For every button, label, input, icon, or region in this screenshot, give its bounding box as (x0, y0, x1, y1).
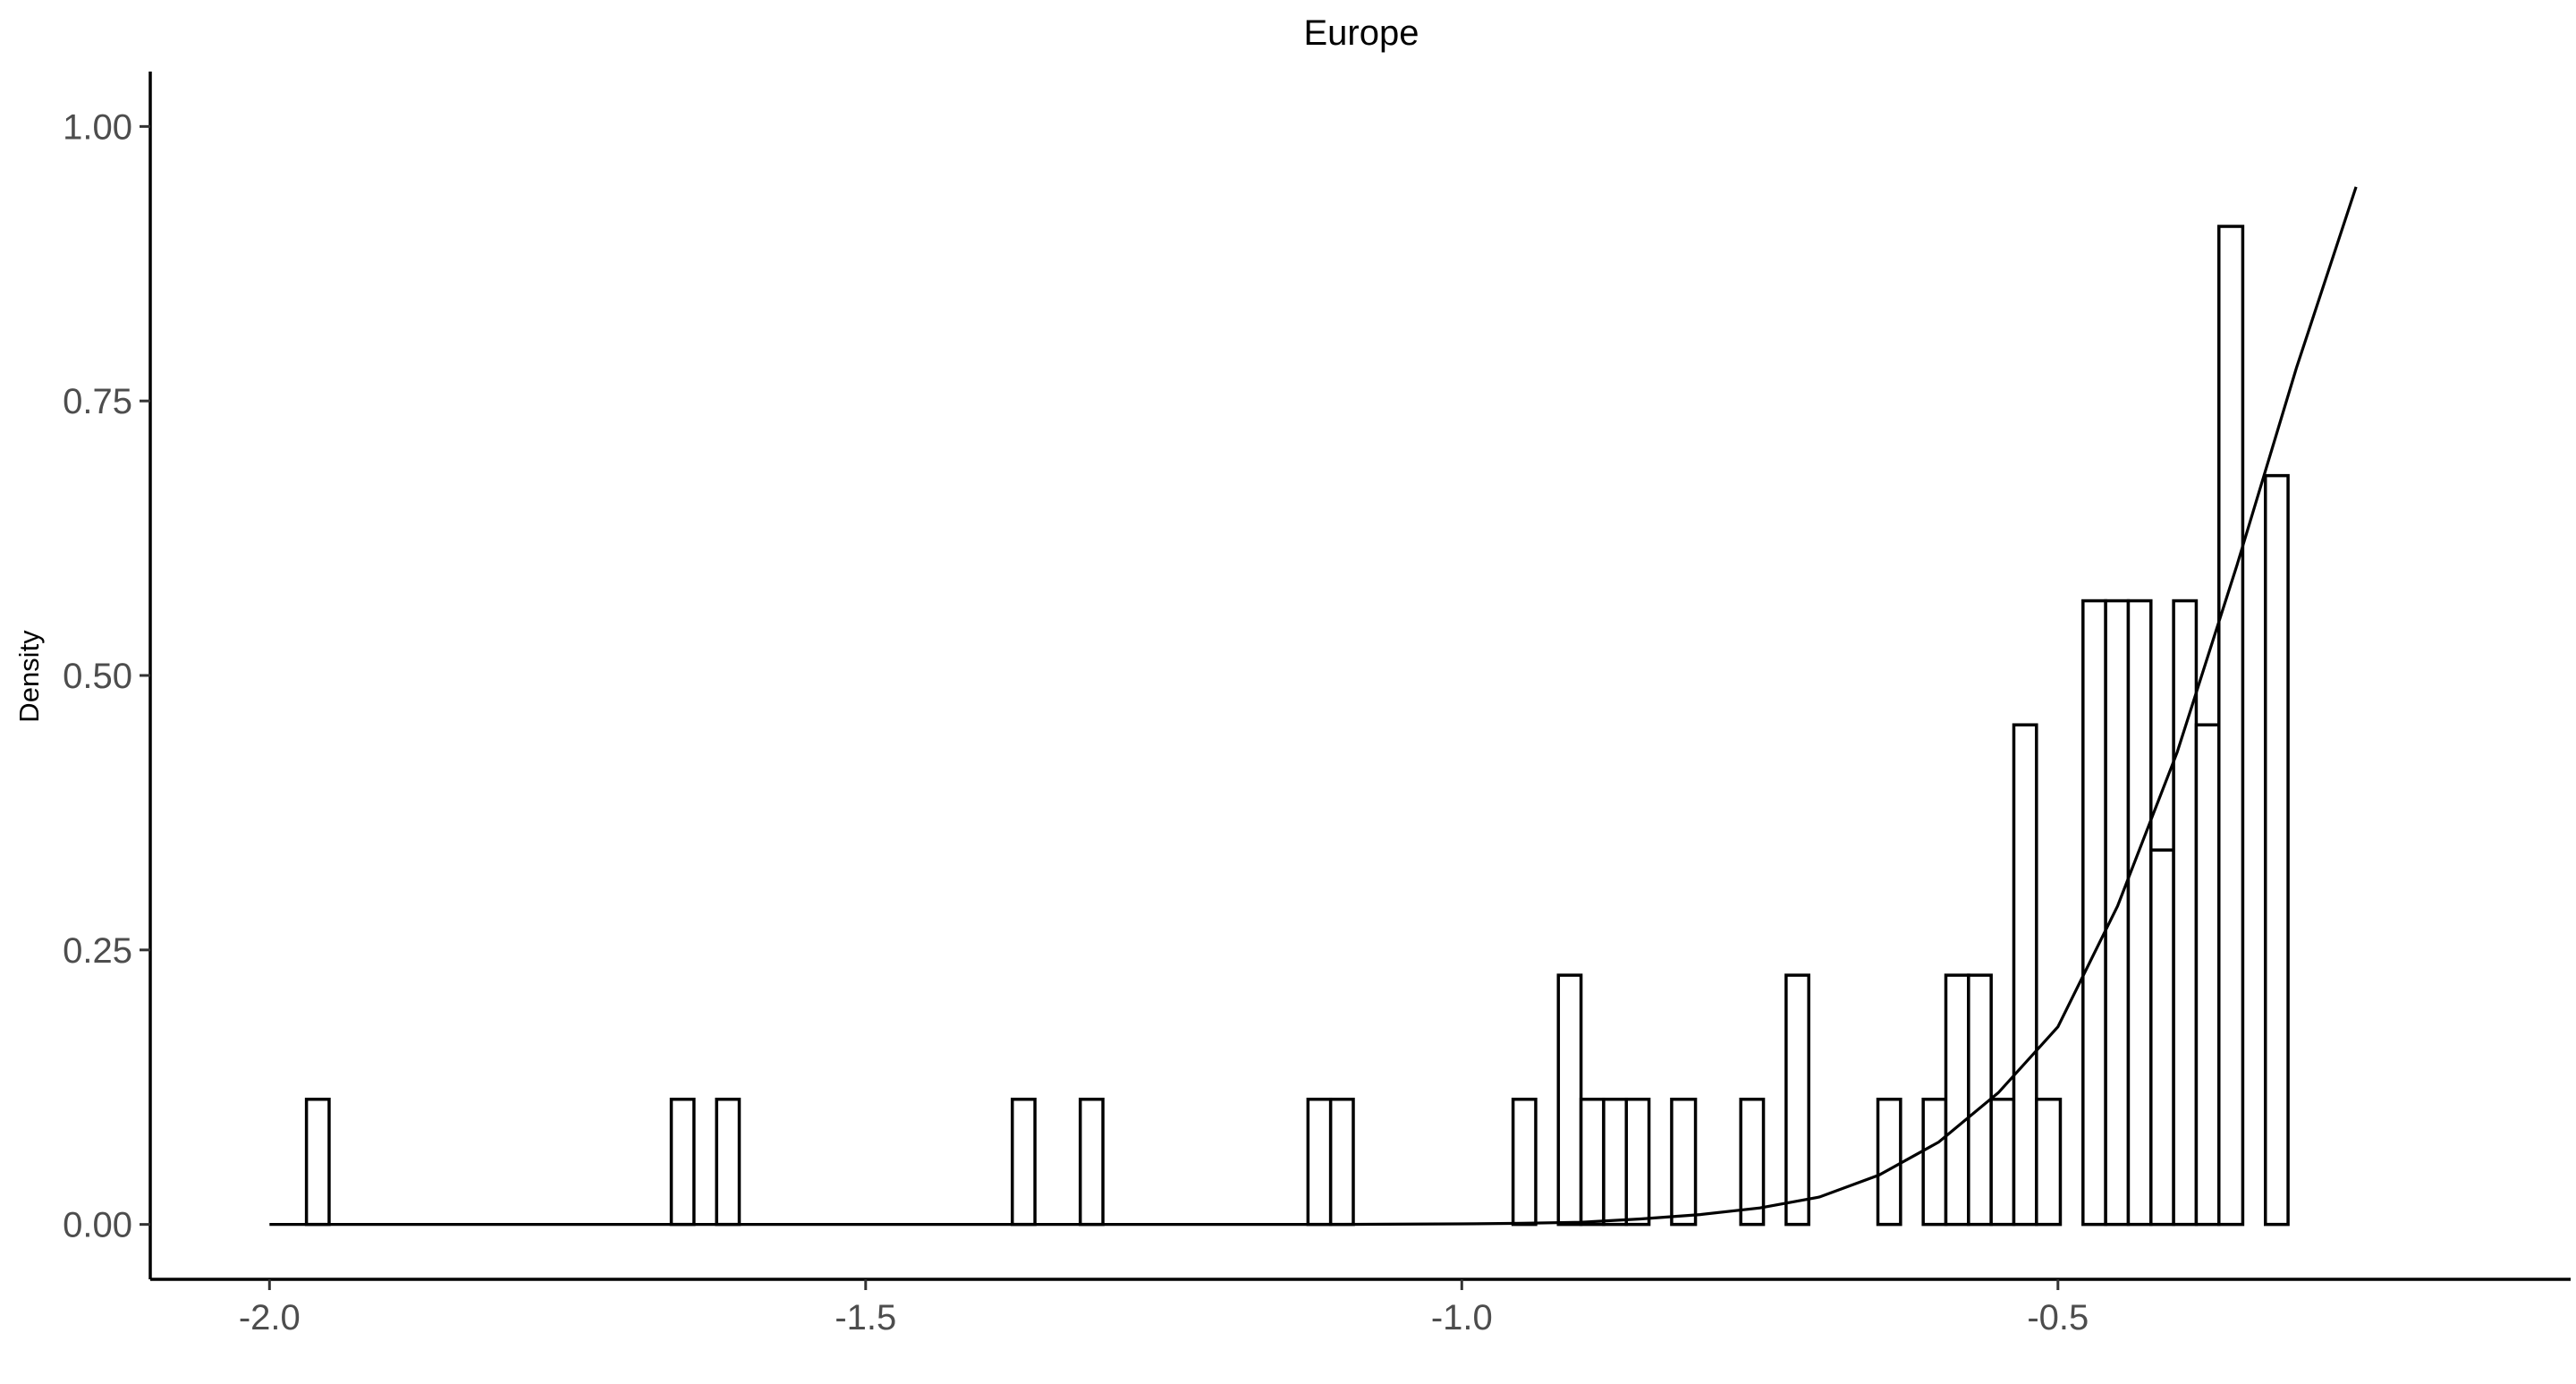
histogram-bar-6 (1306, 1097, 1333, 1227)
x-tick-label-0: -2.0 (239, 1298, 301, 1337)
histogram-bar-23 (2081, 599, 2107, 1227)
histogram-bar-17 (1921, 1097, 1948, 1227)
histogram-bar-4 (1011, 1097, 1037, 1227)
density-curve-line (269, 186, 2358, 1227)
histogram-bars (304, 225, 2290, 1227)
x-tick-label-1: -1.5 (835, 1298, 896, 1337)
histogram-bar-16 (1876, 1097, 1902, 1227)
y-tick-label-1: 0.25 (63, 931, 132, 971)
histogram-bar-29 (2217, 225, 2245, 1227)
histogram-bar-1 (304, 1097, 331, 1227)
y-axis-label: Density (13, 630, 45, 723)
histogram-bar-15 (1784, 973, 1810, 1227)
histogram-bar-11 (1602, 1097, 1629, 1227)
histogram-bar-30 (2264, 473, 2290, 1227)
y-tick-label-0: 0.00 (63, 1206, 132, 1245)
histogram-bar-27 (2172, 599, 2199, 1227)
y-tick-label-2: 0.50 (63, 657, 132, 696)
histogram-bar-22 (2035, 1097, 2063, 1227)
histogram-bar-26 (2149, 848, 2175, 1227)
histogram-bar-7 (1328, 1097, 1355, 1227)
y-axis: 0.00 0.25 0.50 0.75 1.00 (63, 72, 152, 1279)
histogram-bar-24 (2104, 599, 2131, 1227)
histogram-bar-12 (1624, 1097, 1651, 1227)
y-tick-label-3: 0.75 (63, 382, 132, 421)
x-axis: -2.0 -1.5 -1.0 -0.5 (150, 1278, 2571, 1337)
x-tick-label-2: -1.0 (1431, 1298, 1493, 1337)
histogram-bar-3 (715, 1097, 741, 1227)
histogram-bar-20 (1989, 1097, 2016, 1227)
histogram-bar-19 (1967, 973, 1993, 1227)
histogram-bar-18 (1944, 973, 1970, 1227)
x-tick-label-3: -0.5 (2027, 1298, 2089, 1337)
histogram-bar-10 (1579, 1097, 1606, 1227)
histogram-bar-5 (1078, 1097, 1105, 1227)
histogram-bar-2 (669, 1097, 696, 1227)
histogram-bar-9 (1556, 973, 1583, 1227)
histogram-bar-25 (2126, 599, 2153, 1227)
chart-title: Europe (1304, 13, 1419, 53)
histogram-bar-28 (2194, 723, 2221, 1227)
histogram-bar-21 (2012, 723, 2038, 1227)
histogram-bar-13 (1670, 1097, 1698, 1227)
histogram-bar-8 (1511, 1097, 1538, 1227)
histogram-bar-14 (1739, 1097, 1766, 1227)
y-tick-label-4: 1.00 (63, 107, 132, 147)
